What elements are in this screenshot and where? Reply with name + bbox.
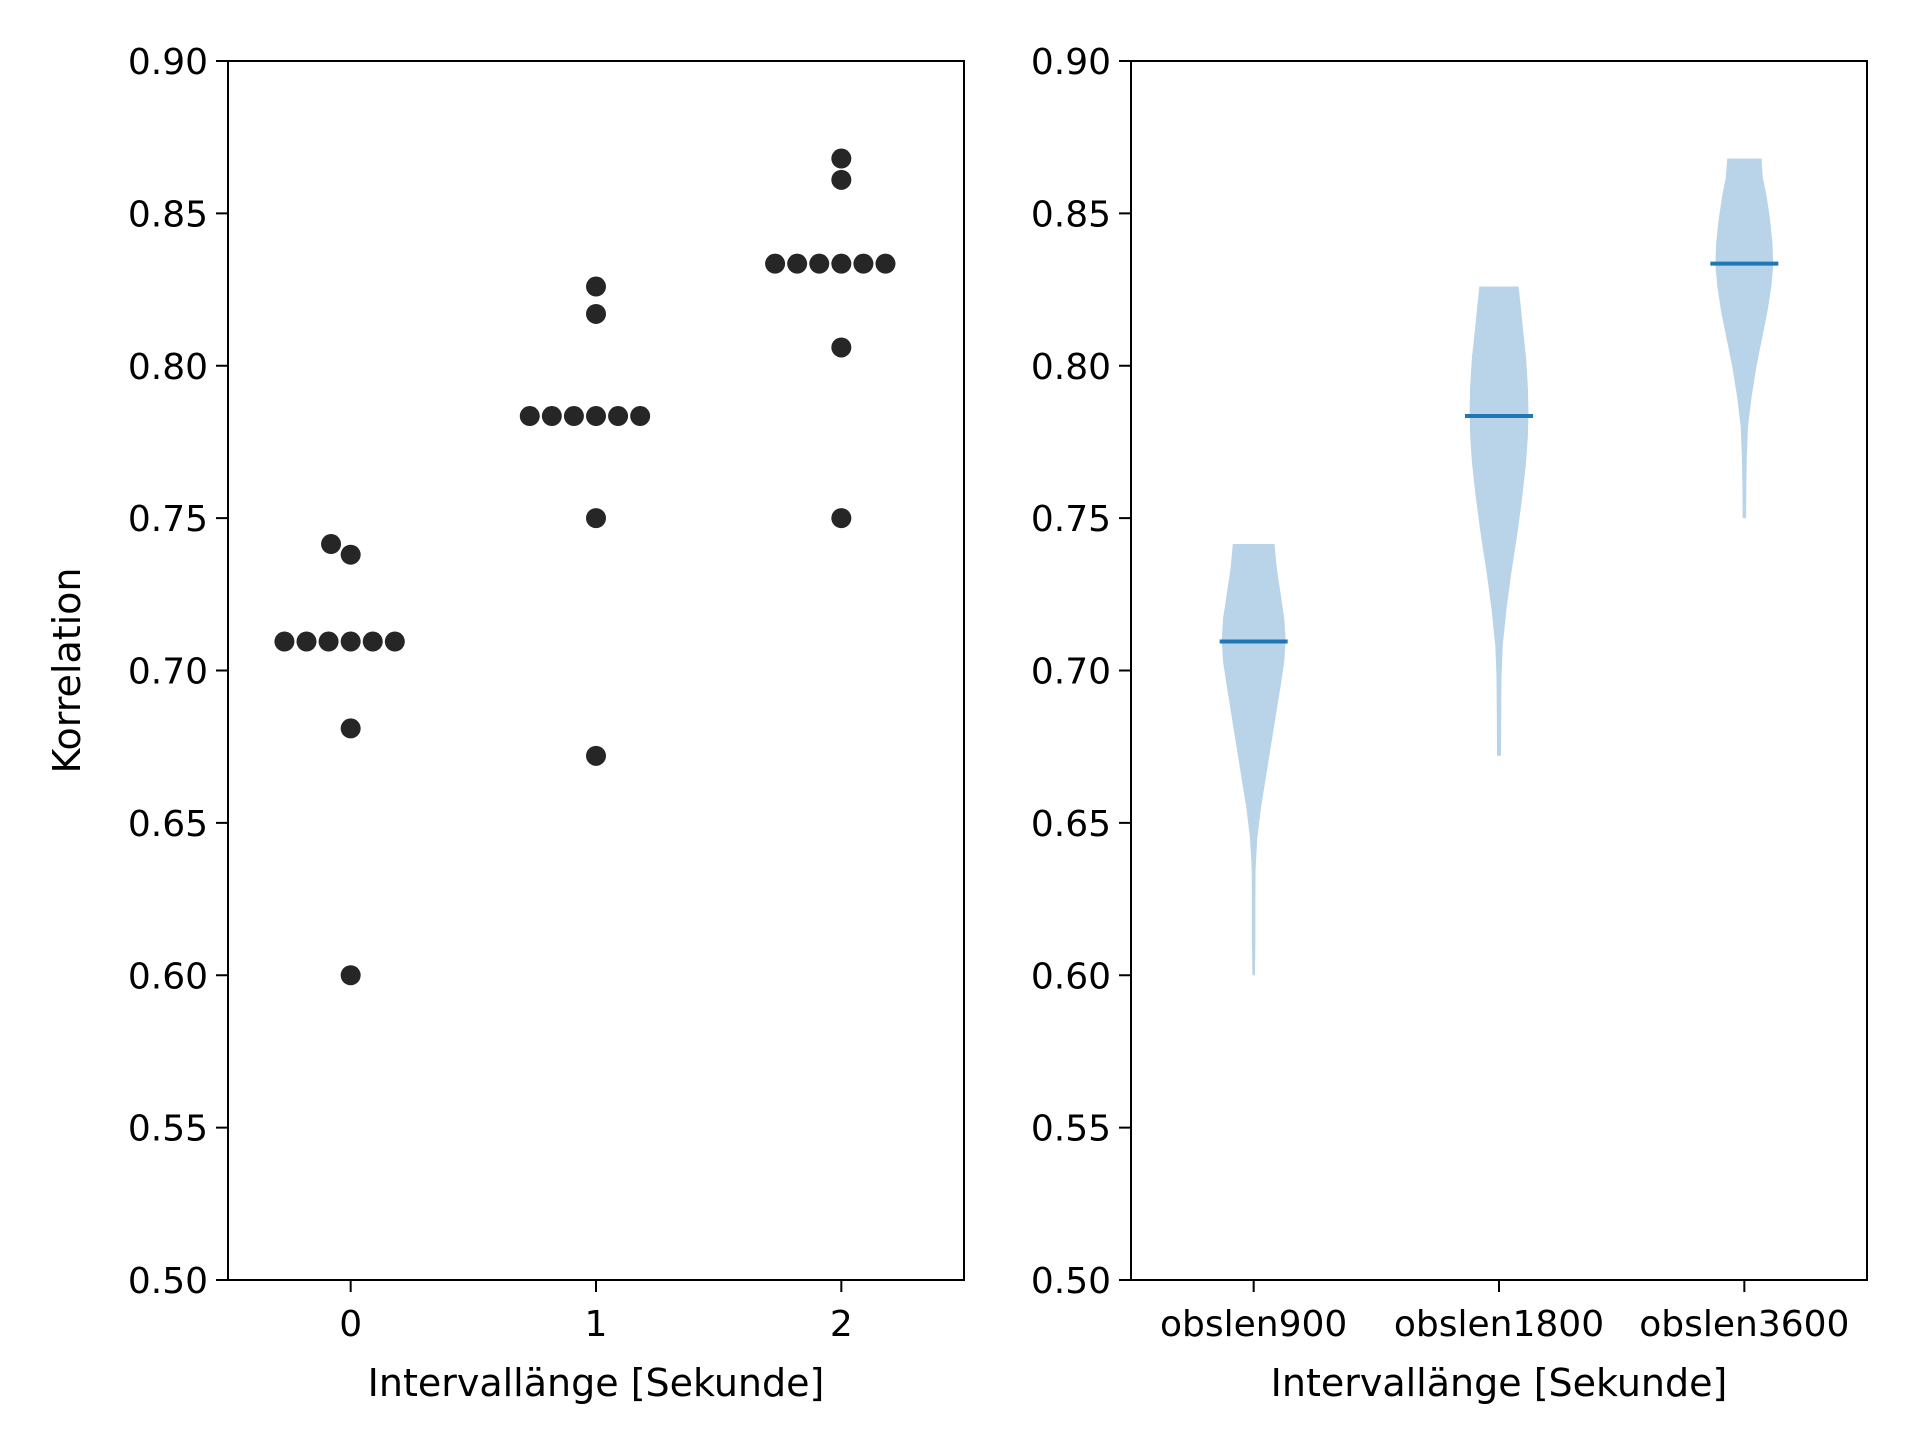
- y-tick-label: 0.70: [1031, 652, 1111, 693]
- y-tick-label: 0.55: [128, 1109, 208, 1150]
- swarm-point: [519, 406, 540, 427]
- y-tick-label: 0.75: [1031, 499, 1111, 540]
- swarm-point: [831, 253, 852, 274]
- swarm-point: [831, 508, 852, 529]
- y-tick-label: 0.80: [128, 347, 208, 388]
- swarm-point: [321, 534, 342, 555]
- swarm-point: [340, 965, 361, 986]
- violin-body-obslen900: [1221, 544, 1286, 976]
- swarm-point: [296, 631, 317, 652]
- swarm-point: [274, 631, 295, 652]
- violin-body-obslen1800: [1469, 286, 1529, 756]
- y-tick-label: 0.70: [128, 652, 208, 693]
- y-tick-label: 0.80: [1031, 347, 1111, 388]
- swarm-point: [630, 406, 651, 427]
- y-tick-label: 0.90: [128, 42, 208, 83]
- swarm-point: [831, 337, 852, 358]
- left-y-axis-label: Korrelation: [45, 567, 89, 773]
- swarm-point: [340, 718, 361, 739]
- swarm-point: [853, 253, 874, 274]
- swarm-plot-panel: 0.50 0.55 0.60 0.65 0.70 0.75 0.80 0.85 0.90 0 1 2I…: [45, 42, 965, 1405]
- swarm-point: [586, 406, 606, 427]
- swarm-point: [340, 631, 361, 652]
- swarm-point: [787, 253, 808, 274]
- y-tick-label: 0.65: [1031, 804, 1111, 845]
- right-x-axis-label: Intervallänge [Sekunde]: [1271, 1361, 1728, 1405]
- swarm-point: [875, 253, 896, 274]
- swarm-point: [586, 508, 606, 529]
- y-tick-label: 0.55: [1031, 1109, 1111, 1150]
- swarm-point: [541, 406, 562, 427]
- swarm-point: [362, 631, 383, 652]
- x-tick-label: 2: [830, 1304, 853, 1345]
- swarm-point: [563, 406, 584, 427]
- swarm-point: [831, 148, 852, 169]
- left-axes-frame: [227, 60, 965, 1281]
- y-tick-label: 0.60: [1031, 956, 1111, 997]
- violin-body-obslen3600: [1715, 158, 1774, 519]
- swarm-point: [608, 406, 629, 427]
- x-tick-label: 0: [339, 1304, 362, 1345]
- swarm-point: [586, 276, 606, 297]
- left-x-axis-label: Intervallänge [Sekunde]: [368, 1361, 825, 1405]
- violin-plot-panel: 0.50 0.55 0.60 0.65 0.70 0.75 0.80 0.85 0.90 obsl…: [1031, 42, 1868, 1405]
- swarm-point: [318, 631, 339, 652]
- y-tick-label: 0.60: [128, 956, 208, 997]
- y-tick-label: 0.85: [128, 194, 208, 235]
- swarm-point: [384, 631, 405, 652]
- y-tick-label: 0.50: [1031, 1261, 1111, 1302]
- y-tick-label: 0.50: [128, 1261, 208, 1302]
- x-tick-label: obslen900: [1160, 1304, 1347, 1345]
- swarm-point: [586, 745, 606, 766]
- x-tick-label: obslen3600: [1639, 1304, 1849, 1345]
- y-tick-label: 0.75: [128, 499, 208, 540]
- x-tick-label: 1: [585, 1304, 608, 1345]
- x-tick-label: obslen1800: [1394, 1304, 1604, 1345]
- swarm-point: [586, 303, 606, 324]
- y-tick-label: 0.85: [1031, 194, 1111, 235]
- y-tick-label: 0.65: [128, 804, 208, 845]
- swarm-point: [831, 169, 852, 190]
- y-tick-label: 0.90: [1031, 42, 1111, 83]
- swarm-point: [765, 253, 786, 274]
- swarm-point: [340, 544, 361, 565]
- swarm-point: [809, 253, 830, 274]
